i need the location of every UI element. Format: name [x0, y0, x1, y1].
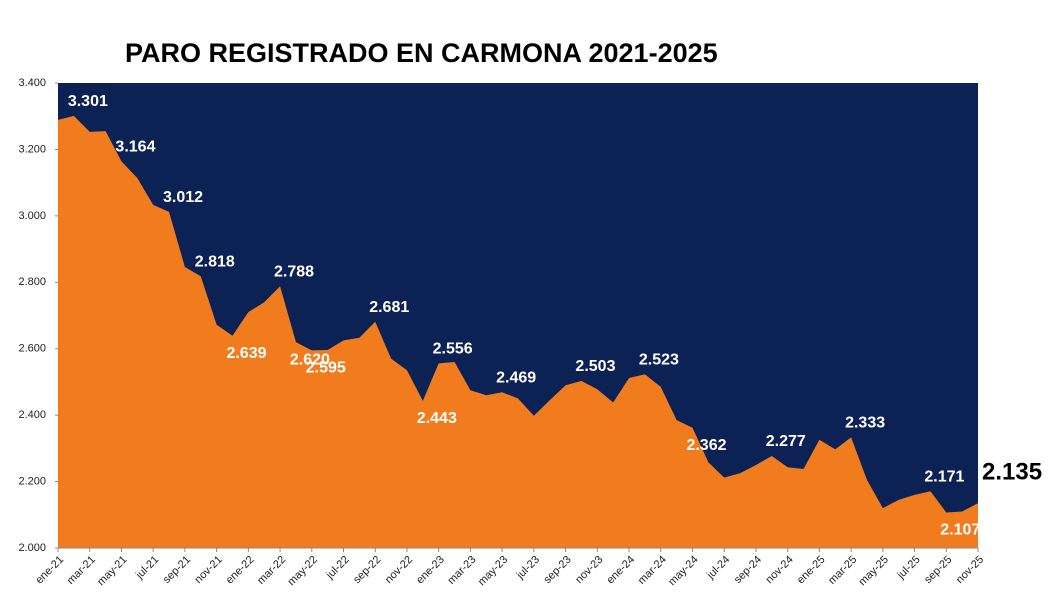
data-label: 3.164: [115, 139, 155, 156]
data-label: 2.556: [433, 341, 473, 358]
chart-title: PARO REGISTRADO EN CARMONA 2021-2025: [125, 38, 718, 68]
x-tick-label: ene-23: [414, 554, 447, 587]
y-tick-label: 3.400: [18, 77, 46, 89]
x-tick-label: may-22: [286, 554, 320, 588]
x-tick-label: sep-22: [351, 554, 383, 586]
data-label: 2.595: [306, 360, 346, 377]
y-tick-label: 2.200: [18, 475, 46, 487]
x-tick-label: sep-25: [922, 554, 954, 586]
area: [58, 115, 978, 548]
data-label: 2.277: [766, 433, 806, 450]
x-tick-label: nov-24: [764, 554, 796, 586]
x-tick-label: nov-23: [573, 554, 605, 586]
x-tick-label: jul-22: [323, 554, 351, 582]
data-label: 2.107: [940, 522, 980, 539]
x-tick-label: ene-25: [795, 554, 828, 587]
y-tick-label: 2.600: [18, 343, 46, 355]
data-label: 2.639: [226, 345, 266, 362]
data-label: 2.818: [195, 254, 235, 271]
x-tick-label: mar-22: [255, 554, 288, 587]
x-tick-label: ene-22: [224, 554, 257, 587]
x-tick-label: mar-23: [445, 554, 478, 587]
data-label: 2.171: [924, 468, 964, 485]
x-tick-label: ene-24: [604, 554, 637, 587]
x-tick-label: sep-23: [541, 554, 573, 586]
x-tick-label: may-24: [666, 554, 700, 588]
x-tick-label: ene-21: [33, 554, 66, 587]
x-tick-label: nov-25: [954, 554, 986, 586]
data-label: 2.788: [274, 263, 314, 280]
x-tick-label: mar-21: [65, 554, 98, 587]
data-label: 2.443: [417, 410, 457, 427]
x-tick-label: nov-22: [383, 554, 415, 586]
y-tick-label: 3.200: [18, 143, 46, 155]
x-tick-label: jul-25: [895, 554, 923, 582]
data-label: 2.620: [290, 351, 330, 368]
x-tick-label: sep-21: [161, 554, 193, 586]
x-tick-label: nov-21: [193, 554, 225, 586]
data-label: 2.503: [575, 358, 615, 375]
data-label: 2.681: [369, 299, 409, 316]
data-label: 2.362: [686, 437, 726, 454]
data-label: 2.135: [982, 459, 1042, 486]
x-tick-label: sep-24: [732, 554, 764, 586]
y-tick-label: 3.000: [18, 210, 46, 222]
data-label: 3.301: [68, 93, 108, 110]
data-label: 2.333: [845, 415, 885, 432]
x-tick-label: may-23: [476, 554, 510, 588]
x-tick-label: may-21: [95, 554, 129, 588]
y-tick-label: 2.800: [18, 276, 46, 288]
x-tick-label: mar-25: [826, 554, 859, 587]
data-label: 2.469: [496, 369, 536, 386]
x-tick-label: jul-21: [133, 554, 161, 582]
x-tick-label: jul-24: [704, 554, 732, 582]
x-tick-label: jul-23: [514, 554, 542, 582]
data-label: 3.012: [163, 189, 203, 206]
data-label: 2.523: [639, 352, 679, 369]
x-tick-label: mar-24: [636, 554, 669, 587]
y-tick-label: 2.000: [18, 542, 46, 554]
x-tick-label: may-25: [857, 554, 891, 588]
y-tick-label: 2.400: [18, 409, 46, 421]
